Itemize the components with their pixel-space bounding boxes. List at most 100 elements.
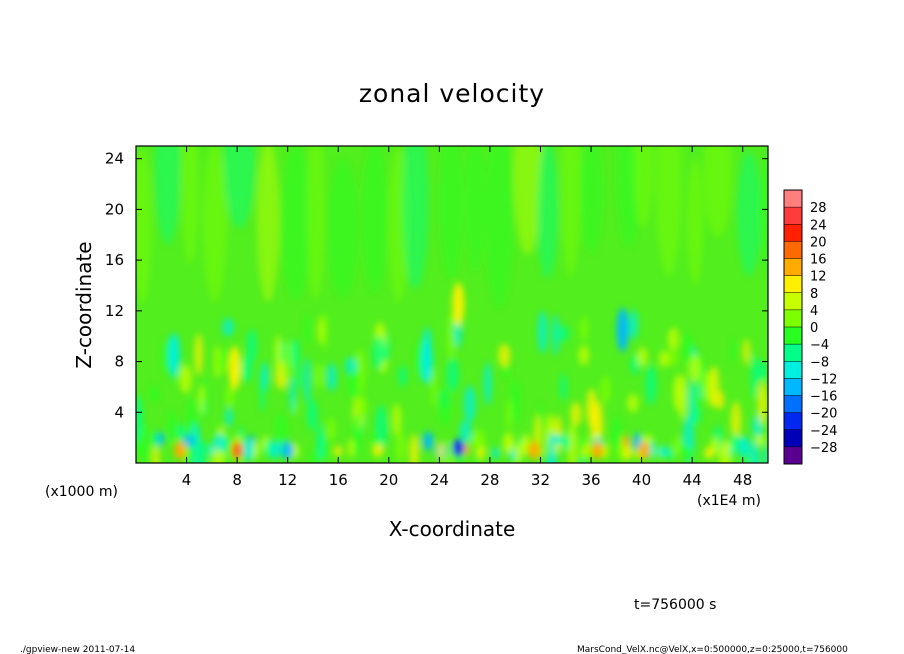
field-band (361, 146, 388, 293)
field-streak (629, 309, 639, 340)
x-tick-label: 32 (531, 471, 550, 489)
field-feature (452, 438, 465, 457)
field-band (439, 146, 464, 279)
surface-cell (213, 433, 226, 452)
field-streak (347, 439, 355, 458)
field-streak (681, 332, 694, 364)
field-streak (352, 413, 362, 459)
x-tick-label: 24 (430, 471, 449, 489)
y-tick-label: 8 (114, 353, 124, 371)
field-streak (275, 413, 288, 450)
field-band (223, 146, 256, 229)
colorbar-swatch (784, 378, 802, 396)
y-axis-label: Z-coordinate (72, 241, 96, 368)
field-streak (688, 354, 701, 382)
x-tick-label: 48 (733, 471, 752, 489)
field-band (560, 146, 581, 277)
field-streak (750, 352, 758, 400)
surface-cell (559, 433, 571, 451)
surface-cell (437, 441, 444, 461)
surface-cell (242, 439, 255, 461)
surface-cell (515, 443, 524, 462)
y-axis: 4 8 12 16 20 24 (105, 150, 768, 421)
surface-cell (207, 443, 215, 456)
colorbar-swatch (784, 361, 802, 379)
field-band (181, 146, 199, 265)
surface-cell (252, 440, 260, 460)
field-streak (688, 380, 695, 426)
velocity-field (136, 146, 768, 463)
field-streak (749, 438, 760, 463)
field-band (306, 146, 326, 301)
field-band (513, 146, 542, 255)
field-streak (274, 334, 282, 374)
field-streak (731, 339, 737, 363)
x-tick-label: 4 (182, 471, 192, 489)
colorbar-label: 4 (810, 304, 818, 319)
x-tick-label: 36 (581, 471, 600, 489)
field-streak (306, 399, 318, 431)
field-streak (225, 385, 235, 408)
field-feature (281, 441, 294, 460)
surface-cell (182, 434, 195, 447)
field-feature (638, 441, 651, 460)
surface-cell (721, 440, 731, 456)
plot-frame (135, 145, 769, 464)
field-streak (506, 399, 512, 431)
field-streak (743, 338, 750, 365)
field-streak (627, 393, 639, 413)
field-streak (161, 339, 169, 373)
colorbar-swatch (784, 395, 802, 414)
field-streak (560, 373, 567, 402)
x-tick-label: 40 (632, 471, 651, 489)
field-streak (241, 355, 253, 383)
field-band (737, 150, 761, 277)
field-streak (326, 363, 337, 392)
footer-left: ./gpview-new 2011-07-14 (20, 645, 135, 654)
field-band (401, 146, 429, 290)
field-band (702, 146, 733, 238)
colorbar-swatch (784, 412, 802, 431)
colorbar-swatch (784, 258, 802, 277)
field-streak (438, 386, 452, 426)
surface-cell (422, 431, 434, 451)
field-feature (231, 441, 244, 460)
field-streak (221, 345, 227, 371)
field-streak (757, 381, 768, 426)
field-streak (395, 432, 406, 462)
surface-cell (673, 435, 681, 457)
field-streak (321, 311, 328, 350)
field-streak (295, 365, 301, 388)
field-streak (567, 423, 577, 463)
x-tick-label: 20 (379, 471, 398, 489)
field-streak (303, 357, 311, 404)
field-streak (716, 390, 725, 410)
surface-cell (334, 445, 342, 458)
field-streak (355, 395, 368, 419)
field-streak (289, 339, 300, 369)
field-streak (552, 314, 559, 356)
colorbar-label: 28 (810, 201, 827, 216)
field-streak (246, 329, 258, 363)
field-streak (483, 362, 492, 406)
field-streak (580, 315, 588, 343)
field-streak (409, 434, 419, 463)
x-unit-label: (x1E4 m) (697, 493, 761, 509)
field-band (256, 146, 280, 303)
colorbar-swatch (784, 275, 802, 294)
field-streak (198, 385, 205, 415)
field-feature (174, 441, 187, 460)
colorbar-label: −24 (810, 424, 837, 439)
x-tick-label: 28 (480, 471, 499, 489)
field-streak (578, 345, 590, 366)
field-band (154, 146, 181, 245)
field-feature (616, 307, 629, 352)
field-band (465, 146, 486, 271)
field-streak (317, 317, 324, 344)
footer-right: MarsCond_VelX.nc@VelX,x=0:500000,z=0:250… (577, 645, 848, 654)
field-feature (591, 441, 604, 460)
surface-cell (492, 447, 500, 460)
field-band (758, 150, 768, 275)
chart-title: zonal velocity (359, 79, 545, 108)
colorbar-swatch (784, 224, 802, 242)
